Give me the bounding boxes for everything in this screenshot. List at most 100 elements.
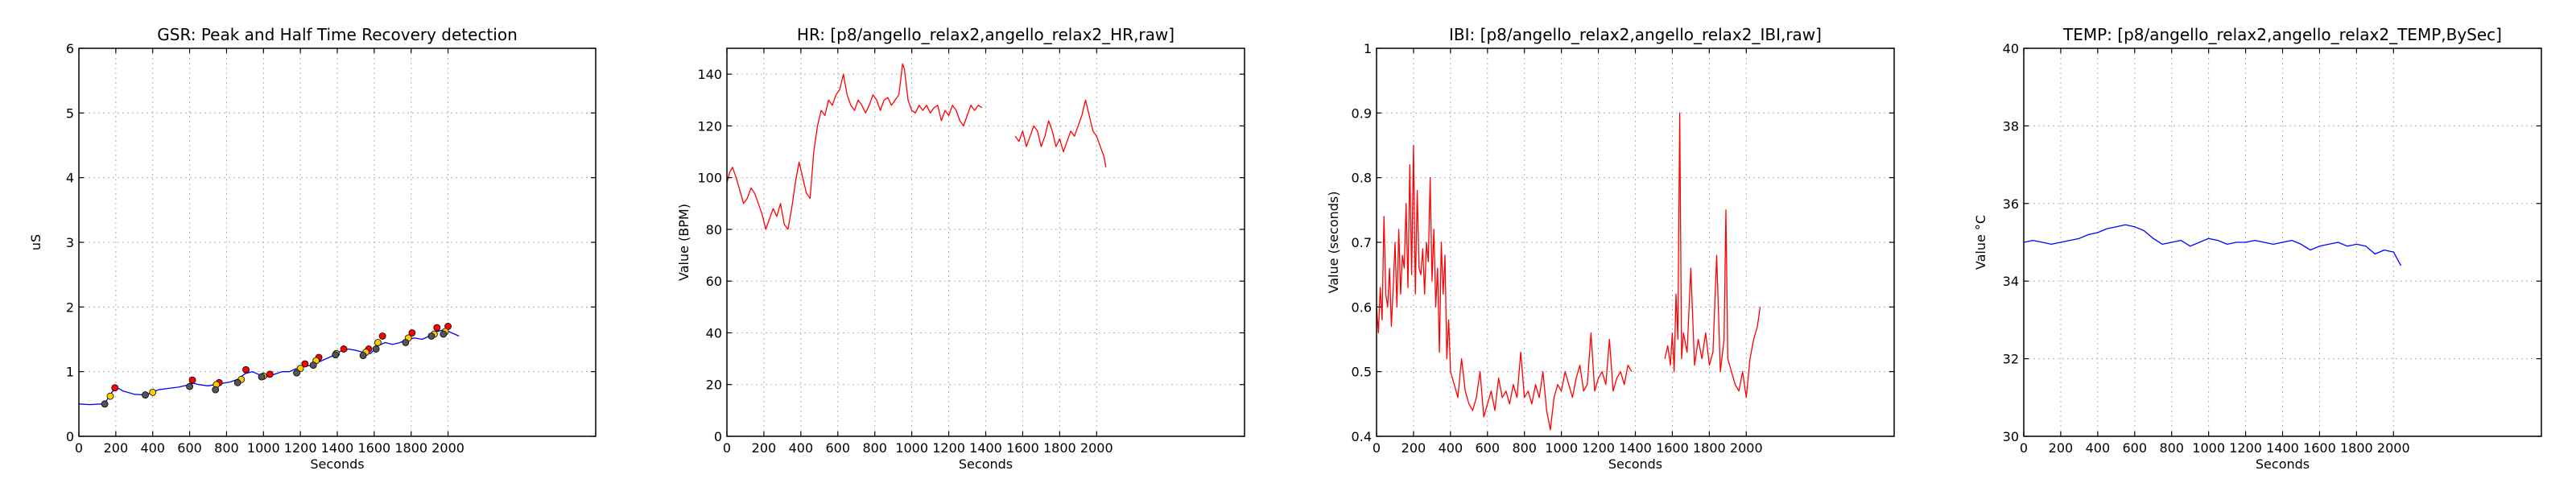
chart-panel-3: 0 200 400 600 800 1000 1200 1400 1600 1800 2000 0.4…: [1326, 25, 1895, 472]
marker-point: [266, 370, 274, 378]
marker-point: [378, 332, 386, 340]
marker-point: [440, 330, 448, 338]
series-line-1: [1376, 144, 1633, 431]
marker-point: [186, 382, 193, 390]
series-line-2: [1664, 112, 1761, 398]
y-tick-label: 4: [66, 171, 74, 186]
marker-point: [402, 339, 410, 346]
y-tick-label: 0.6: [1352, 299, 1372, 315]
series-line-1: [726, 63, 983, 230]
y-tick-label: 60: [706, 274, 722, 289]
x-tick-label: 1800: [1043, 440, 1076, 456]
y-tick-label: 0.5: [1352, 365, 1372, 380]
x-tick-label: 2000: [1730, 440, 1763, 456]
y-tick-label: 0.8: [1352, 171, 1372, 186]
y-tick-label: 20: [706, 378, 722, 393]
x-tick-label: 2000: [1080, 440, 1113, 456]
y-tick-label: 80: [706, 222, 722, 237]
marker-point: [309, 361, 317, 369]
x-tick-label: 1800: [2340, 440, 2373, 456]
x-tick-label: 2000: [431, 440, 464, 456]
chart-title: IBI: [p8/angello_relax2,angello_relax2_I…: [1449, 25, 1822, 44]
y-tick-label: 0: [714, 429, 722, 444]
x-tick-label: 800: [862, 440, 887, 456]
x-tick-label: 800: [2159, 440, 2184, 456]
x-tick-label: 1800: [394, 440, 427, 456]
x-tick-label: 200: [752, 440, 777, 456]
marker-point: [149, 388, 157, 396]
marker-point: [408, 329, 416, 336]
x-tick-label: 1400: [2266, 440, 2299, 456]
marker-point: [111, 384, 119, 392]
marker-point: [374, 339, 382, 346]
x-tick-label: 400: [140, 440, 165, 456]
y-axis-label: Value (seconds): [1326, 192, 1341, 294]
y-tick-label: 34: [2003, 274, 2019, 289]
x-tick-label: 1400: [1619, 440, 1652, 456]
x-tick-label: 200: [2049, 440, 2074, 456]
x-tick-label: 0: [723, 440, 731, 456]
x-tick-label: 1000: [247, 440, 280, 456]
x-tick-label: 1400: [321, 440, 354, 456]
y-tick-label: 1: [66, 365, 74, 380]
x-tick-label: 1200: [284, 440, 317, 456]
chart-title: TEMP: [p8/angello_relax2,angello_relax2_…: [2062, 25, 2502, 44]
marker-point: [433, 324, 441, 332]
chart-title: HR: [p8/angello_relax2,angello_relax2_HR…: [797, 25, 1174, 44]
y-tick-label: 100: [697, 171, 722, 186]
marker-point: [372, 345, 380, 353]
marker-point: [359, 352, 367, 359]
x-tick-label: 1800: [1693, 440, 1726, 456]
x-tick-label: 600: [177, 440, 202, 456]
x-tick-label: 600: [2123, 440, 2148, 456]
y-tick-label: 0.9: [1352, 105, 1372, 121]
chart-panel-2: 0 200 400 600 800 1000 1200 1400 1600 1800 2000 0 20…: [676, 25, 1245, 472]
marker-point: [427, 332, 436, 340]
marker-point: [212, 386, 220, 394]
y-tick-label: 5: [66, 105, 74, 121]
x-tick-label: 1600: [2303, 440, 2336, 456]
x-tick-label: 0: [75, 440, 83, 456]
marker-point: [258, 373, 266, 381]
y-tick-label: 38: [2003, 118, 2019, 134]
x-tick-label: 1000: [895, 440, 928, 456]
x-tick-label: 1600: [357, 440, 390, 456]
y-tick-label: 30: [2003, 429, 2019, 444]
marker-point: [242, 365, 250, 374]
x-tick-label: 1200: [2229, 440, 2262, 456]
y-tick-label: 140: [697, 67, 722, 82]
x-axis-label: Seconds: [959, 456, 1013, 472]
x-tick-label: 600: [1476, 440, 1501, 456]
marker-point: [340, 345, 348, 353]
marker-point: [293, 369, 300, 377]
x-tick-label: 1200: [1582, 440, 1615, 456]
y-tick-label: 40: [706, 325, 722, 341]
chart-panel-4: 0 200 400 600 800 1000 1200 1400 1600 1800 2000 30 3…: [1973, 25, 2542, 472]
marker-point: [106, 392, 114, 400]
x-tick-label: 1600: [1656, 440, 1689, 456]
x-tick-label: 400: [789, 440, 814, 456]
marker-point: [233, 378, 242, 386]
x-tick-label: 2000: [2377, 440, 2410, 456]
chart-panel-1: 0 200 400 600 800 1000 1200 1400 1600 1800 2000 0 1 2…: [28, 25, 597, 472]
series-line-2: [1014, 99, 1107, 167]
y-tick-label: 2: [66, 299, 74, 315]
y-axis-label: uS: [28, 234, 43, 250]
y-tick-label: 120: [697, 118, 722, 134]
y-tick-label: 1: [1364, 41, 1372, 56]
x-axis-label: Seconds: [1608, 456, 1662, 472]
x-tick-label: 800: [1512, 440, 1537, 456]
marker-point: [188, 376, 196, 384]
x-axis-label: Seconds: [310, 456, 364, 472]
x-tick-label: 400: [2086, 440, 2111, 456]
marker-point: [142, 391, 149, 398]
y-tick-label: 3: [66, 235, 74, 250]
y-tick-label: 6: [66, 41, 74, 56]
y-tick-label: 32: [2003, 352, 2019, 367]
marker-point: [296, 365, 304, 373]
marker-point: [301, 360, 309, 368]
x-tick-label: 1400: [969, 440, 1002, 456]
y-tick-label: 40: [2003, 41, 2019, 56]
x-tick-label: 200: [1402, 440, 1426, 456]
